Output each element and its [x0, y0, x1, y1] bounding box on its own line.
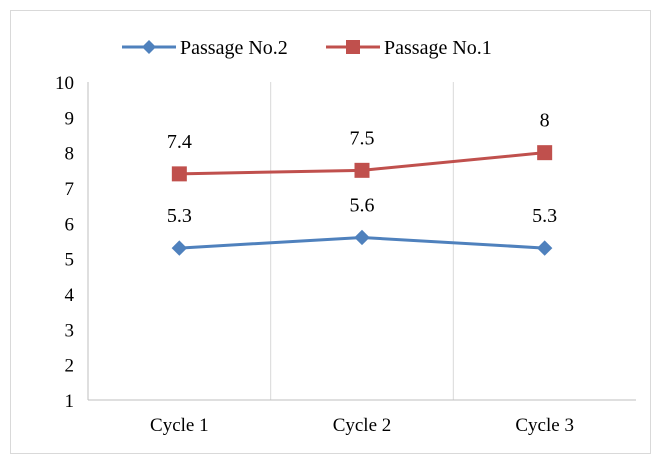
- y-tick-label: 1: [65, 391, 75, 412]
- axes: [87, 82, 636, 401]
- y-tick-label: 7: [65, 179, 75, 200]
- data-label: 7.4: [167, 131, 192, 153]
- data-label: 7.5: [350, 127, 375, 149]
- y-tick-label: 9: [65, 108, 75, 129]
- data-point: [171, 240, 188, 256]
- series-group: [171, 145, 553, 256]
- data-label: 5.3: [532, 205, 557, 227]
- y-tick-label: 3: [65, 320, 75, 341]
- x-tick-label: Cycle 1: [150, 415, 209, 436]
- data-point: [536, 240, 553, 256]
- gridlines: [270, 82, 454, 400]
- legend-label: Passage No.2: [180, 37, 288, 59]
- legend-label: Passage No.1: [384, 37, 492, 59]
- legend-marker: [346, 40, 360, 54]
- legend-marker: [142, 40, 156, 54]
- x-tick-label: Cycle 2: [333, 415, 392, 436]
- y-tick-label: 10: [55, 73, 74, 94]
- legend: Passage No.2 Passage No.1: [122, 37, 492, 59]
- x-axis-ticks: Cycle 1 Cycle 2 Cycle 3: [150, 415, 574, 436]
- data-label: 8: [540, 110, 550, 132]
- y-tick-label: 4: [65, 285, 75, 306]
- data-point: [171, 166, 187, 182]
- data-label: 5.3: [167, 205, 192, 227]
- data-point: [537, 145, 553, 161]
- data-point: [354, 162, 370, 178]
- x-tick-label: Cycle 3: [515, 415, 574, 436]
- data-labels: 5.3 5.6 5.3 7.4 7.5 8: [167, 110, 557, 227]
- chart-area: [10, 10, 651, 454]
- y-tick-label: 6: [65, 214, 75, 235]
- y-axis-ticks: 1 2 3 4 5 6 7 8 9 10: [55, 73, 75, 412]
- data-label: 5.6: [350, 194, 375, 216]
- data-point: [354, 229, 370, 246]
- y-tick-label: 8: [65, 144, 75, 165]
- y-tick-label: 2: [65, 356, 75, 377]
- y-tick-label: 5: [65, 250, 75, 271]
